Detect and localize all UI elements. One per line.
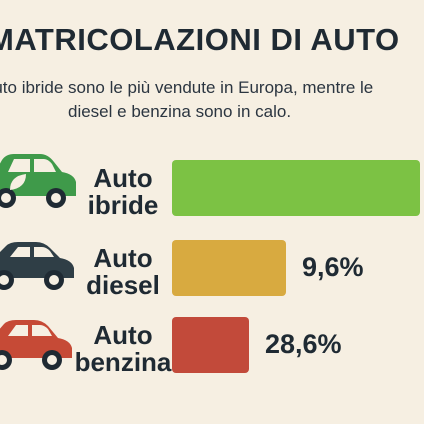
category-label-diesel: Auto diesel — [86, 243, 160, 300]
category-label-petrol: Auto benzina — [74, 320, 172, 377]
bar-diesel — [172, 240, 286, 296]
subtitle-line-2: diesel e benzina sono in calo. — [68, 102, 292, 121]
bar-hybrid — [172, 160, 420, 216]
petrol-car-icon — [0, 320, 72, 370]
hybrid-car-icon — [0, 154, 76, 208]
bar-petrol — [172, 317, 249, 373]
diesel-car-icon — [0, 242, 74, 290]
value-label-diesel: 9,6% — [302, 252, 364, 282]
leaf-icon — [10, 174, 26, 190]
category-label-hybrid: Auto ibride — [87, 163, 159, 220]
value-label-petrol: 28,6% — [265, 329, 342, 359]
subtitle-line-1: Auto ibride sono le più vendute in Europ… — [0, 78, 374, 97]
